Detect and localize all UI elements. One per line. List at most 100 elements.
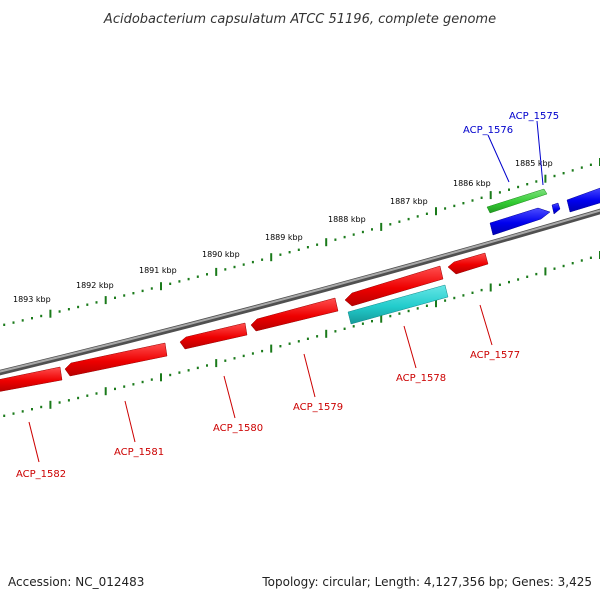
forward-strand-genes — [486, 187, 600, 236]
ruler-minor-tick — [169, 282, 172, 285]
ruler-label-1888: 1888 kbp — [328, 215, 366, 224]
gene-label-acp-1580[interactable]: ACP_1580 — [213, 423, 263, 434]
ruler-major-tick — [489, 283, 492, 292]
ruler-minor-tick — [196, 366, 199, 370]
ruler-minor-tick — [343, 235, 346, 239]
ruler-major-tick — [104, 296, 107, 305]
ruler-minor-tick — [132, 292, 135, 295]
ruler-minor-tick — [389, 314, 392, 318]
gene-label-acp-1576[interactable]: ACP_1576 — [463, 125, 513, 136]
ruler-major-tick — [544, 267, 547, 276]
gene-label-acp-1581[interactable]: ACP_1581 — [114, 447, 164, 458]
ruler-minor-tick — [251, 352, 254, 355]
gene-label-acp-1579[interactable]: ACP_1579 — [293, 402, 343, 413]
gene-acp-1575-fragment[interactable] — [489, 207, 551, 236]
ruler-minor-tick — [498, 283, 501, 286]
ruler-minor-tick — [553, 267, 556, 270]
ruler-minor-tick — [206, 364, 208, 367]
ruler-minor-tick — [3, 323, 6, 326]
leader-acp-1575 — [536, 120, 544, 186]
ruler-minor-tick — [31, 408, 33, 411]
gene-label-acp-1578[interactable]: ACP_1578 — [396, 373, 446, 384]
ruler-major-tick — [49, 400, 52, 409]
ruler-major-tick — [380, 222, 383, 231]
ruler-minor-tick — [562, 264, 565, 268]
ruler-minor-tick — [123, 294, 126, 297]
ruler-minor-tick — [169, 373, 172, 377]
ruler-minor-tick — [553, 174, 556, 178]
ruler-minor-tick — [471, 199, 474, 202]
ruler-minor-tick — [407, 309, 410, 313]
ruler-minor-tick — [67, 308, 70, 311]
ruler-minor-tick — [571, 262, 574, 265]
leader-acp-1577 — [479, 304, 493, 346]
gene-acp-1582[interactable] — [0, 366, 63, 392]
ruler-minor-tick — [508, 188, 510, 191]
gene-acp-1579[interactable] — [250, 297, 339, 332]
ruler-minor-tick — [86, 394, 89, 397]
ruler-minor-tick — [480, 196, 483, 199]
leader-acp-1579 — [303, 353, 316, 398]
gene-acp-1575[interactable] — [551, 202, 561, 215]
ruler-minor-tick — [352, 325, 355, 328]
topology-text: Topology: circular; Length: 4,127,356 bp… — [261, 575, 592, 589]
ruler-minor-tick — [371, 228, 373, 231]
ruler-minor-tick — [425, 304, 428, 307]
gene-label-acp-1577[interactable]: ACP_1577 — [470, 350, 520, 361]
ruler-minor-tick — [67, 399, 70, 402]
ruler-minor-tick — [279, 253, 282, 256]
ruler-minor-tick — [95, 301, 98, 304]
gene-label-acp-1582[interactable]: ACP_1582 — [16, 469, 66, 480]
ruler-minor-tick — [316, 335, 319, 338]
ruler-major-tick — [380, 314, 383, 323]
ruler-minor-tick — [535, 180, 538, 183]
ruler-minor-tick — [251, 260, 254, 264]
ruler-major-tick — [49, 309, 52, 318]
ruler-minor-tick — [416, 215, 419, 218]
gene-acp-1576[interactable] — [486, 188, 548, 214]
gene-acp-1580[interactable] — [179, 322, 248, 350]
gene-acp-1578[interactable] — [344, 265, 444, 307]
ruler-minor-tick — [141, 380, 144, 384]
ruler-major-tick — [215, 267, 218, 276]
ruler-minor-tick — [508, 280, 510, 284]
ruler-major-tick — [325, 329, 328, 338]
ruler-minor-tick — [297, 248, 300, 251]
ruler-minor-tick — [334, 330, 337, 333]
ruler-minor-tick — [206, 273, 208, 276]
ruler-minor-tick — [242, 354, 245, 358]
map-title: Acidobacterium capsulatum ATCC 51196, co… — [103, 12, 496, 27]
ruler-minor-tick — [589, 256, 592, 259]
ruler-minor-tick — [571, 169, 574, 172]
gene-acp-1578-cyan[interactable] — [347, 284, 449, 325]
ruler-minor-tick — [178, 280, 181, 283]
ruler-minor-tick — [316, 243, 319, 246]
ruler-major-tick — [160, 373, 162, 382]
ruler-minor-tick — [453, 296, 456, 300]
ruler-minor-tick — [233, 357, 236, 360]
ruler-minor-tick — [31, 317, 33, 320]
ruler-minor-tick — [178, 371, 181, 374]
ruler-major-tick — [544, 174, 547, 183]
gene-forward-edge[interactable] — [566, 187, 600, 213]
gene-label-acp-1575[interactable]: ACP_1575 — [509, 111, 559, 122]
ruler-major-tick — [489, 191, 492, 200]
ruler-minor-tick — [58, 310, 61, 313]
ruler-minor-tick — [150, 378, 153, 381]
ruler-minor-tick — [288, 251, 291, 254]
gene-acp-1581[interactable] — [64, 342, 168, 377]
ruler-minor-tick — [242, 263, 245, 266]
leader-acp-1580 — [223, 375, 236, 419]
gene-acp-1577[interactable] — [447, 252, 489, 275]
ruler-minor-tick — [132, 383, 135, 386]
accession-text: Accession: NC_012483 — [8, 575, 144, 589]
ruler-minor-tick — [517, 278, 520, 281]
ruler-minor-tick — [77, 305, 80, 309]
ruler-minor-tick — [398, 312, 401, 315]
ruler-minor-tick — [425, 212, 428, 215]
ruler-minor-tick — [526, 183, 529, 186]
ruler-minor-tick — [361, 230, 364, 234]
ruler-label-1890: 1890 kbp — [202, 250, 240, 259]
ruler-minor-tick — [526, 275, 529, 278]
